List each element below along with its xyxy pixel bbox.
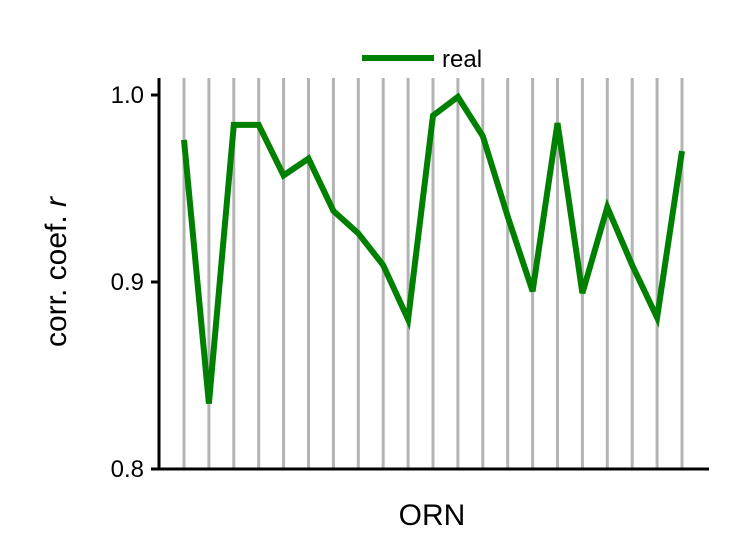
y-ticks: 0.8 0.9 1.0 xyxy=(111,82,159,483)
y-axis-title: corr. coef. r xyxy=(40,196,73,347)
y-tick-label-0.9: 0.9 xyxy=(111,269,144,296)
y-tick-label-0.8: 0.8 xyxy=(111,456,144,483)
legend-label-real: real xyxy=(442,46,482,73)
legend: real xyxy=(362,46,482,73)
y-axis-title-text: corr. coef. xyxy=(40,207,73,347)
x-axis-title: ORN xyxy=(399,499,466,532)
series-layer xyxy=(181,92,685,404)
y-axis-title-r: r xyxy=(40,196,73,207)
y-tick-label-1.0: 1.0 xyxy=(111,82,144,109)
series-line-real xyxy=(181,92,685,404)
axes xyxy=(157,78,709,471)
